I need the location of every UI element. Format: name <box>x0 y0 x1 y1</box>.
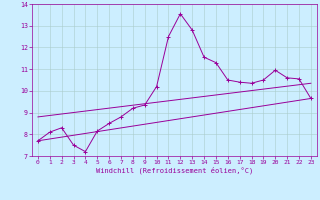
X-axis label: Windchill (Refroidissement éolien,°C): Windchill (Refroidissement éolien,°C) <box>96 167 253 174</box>
